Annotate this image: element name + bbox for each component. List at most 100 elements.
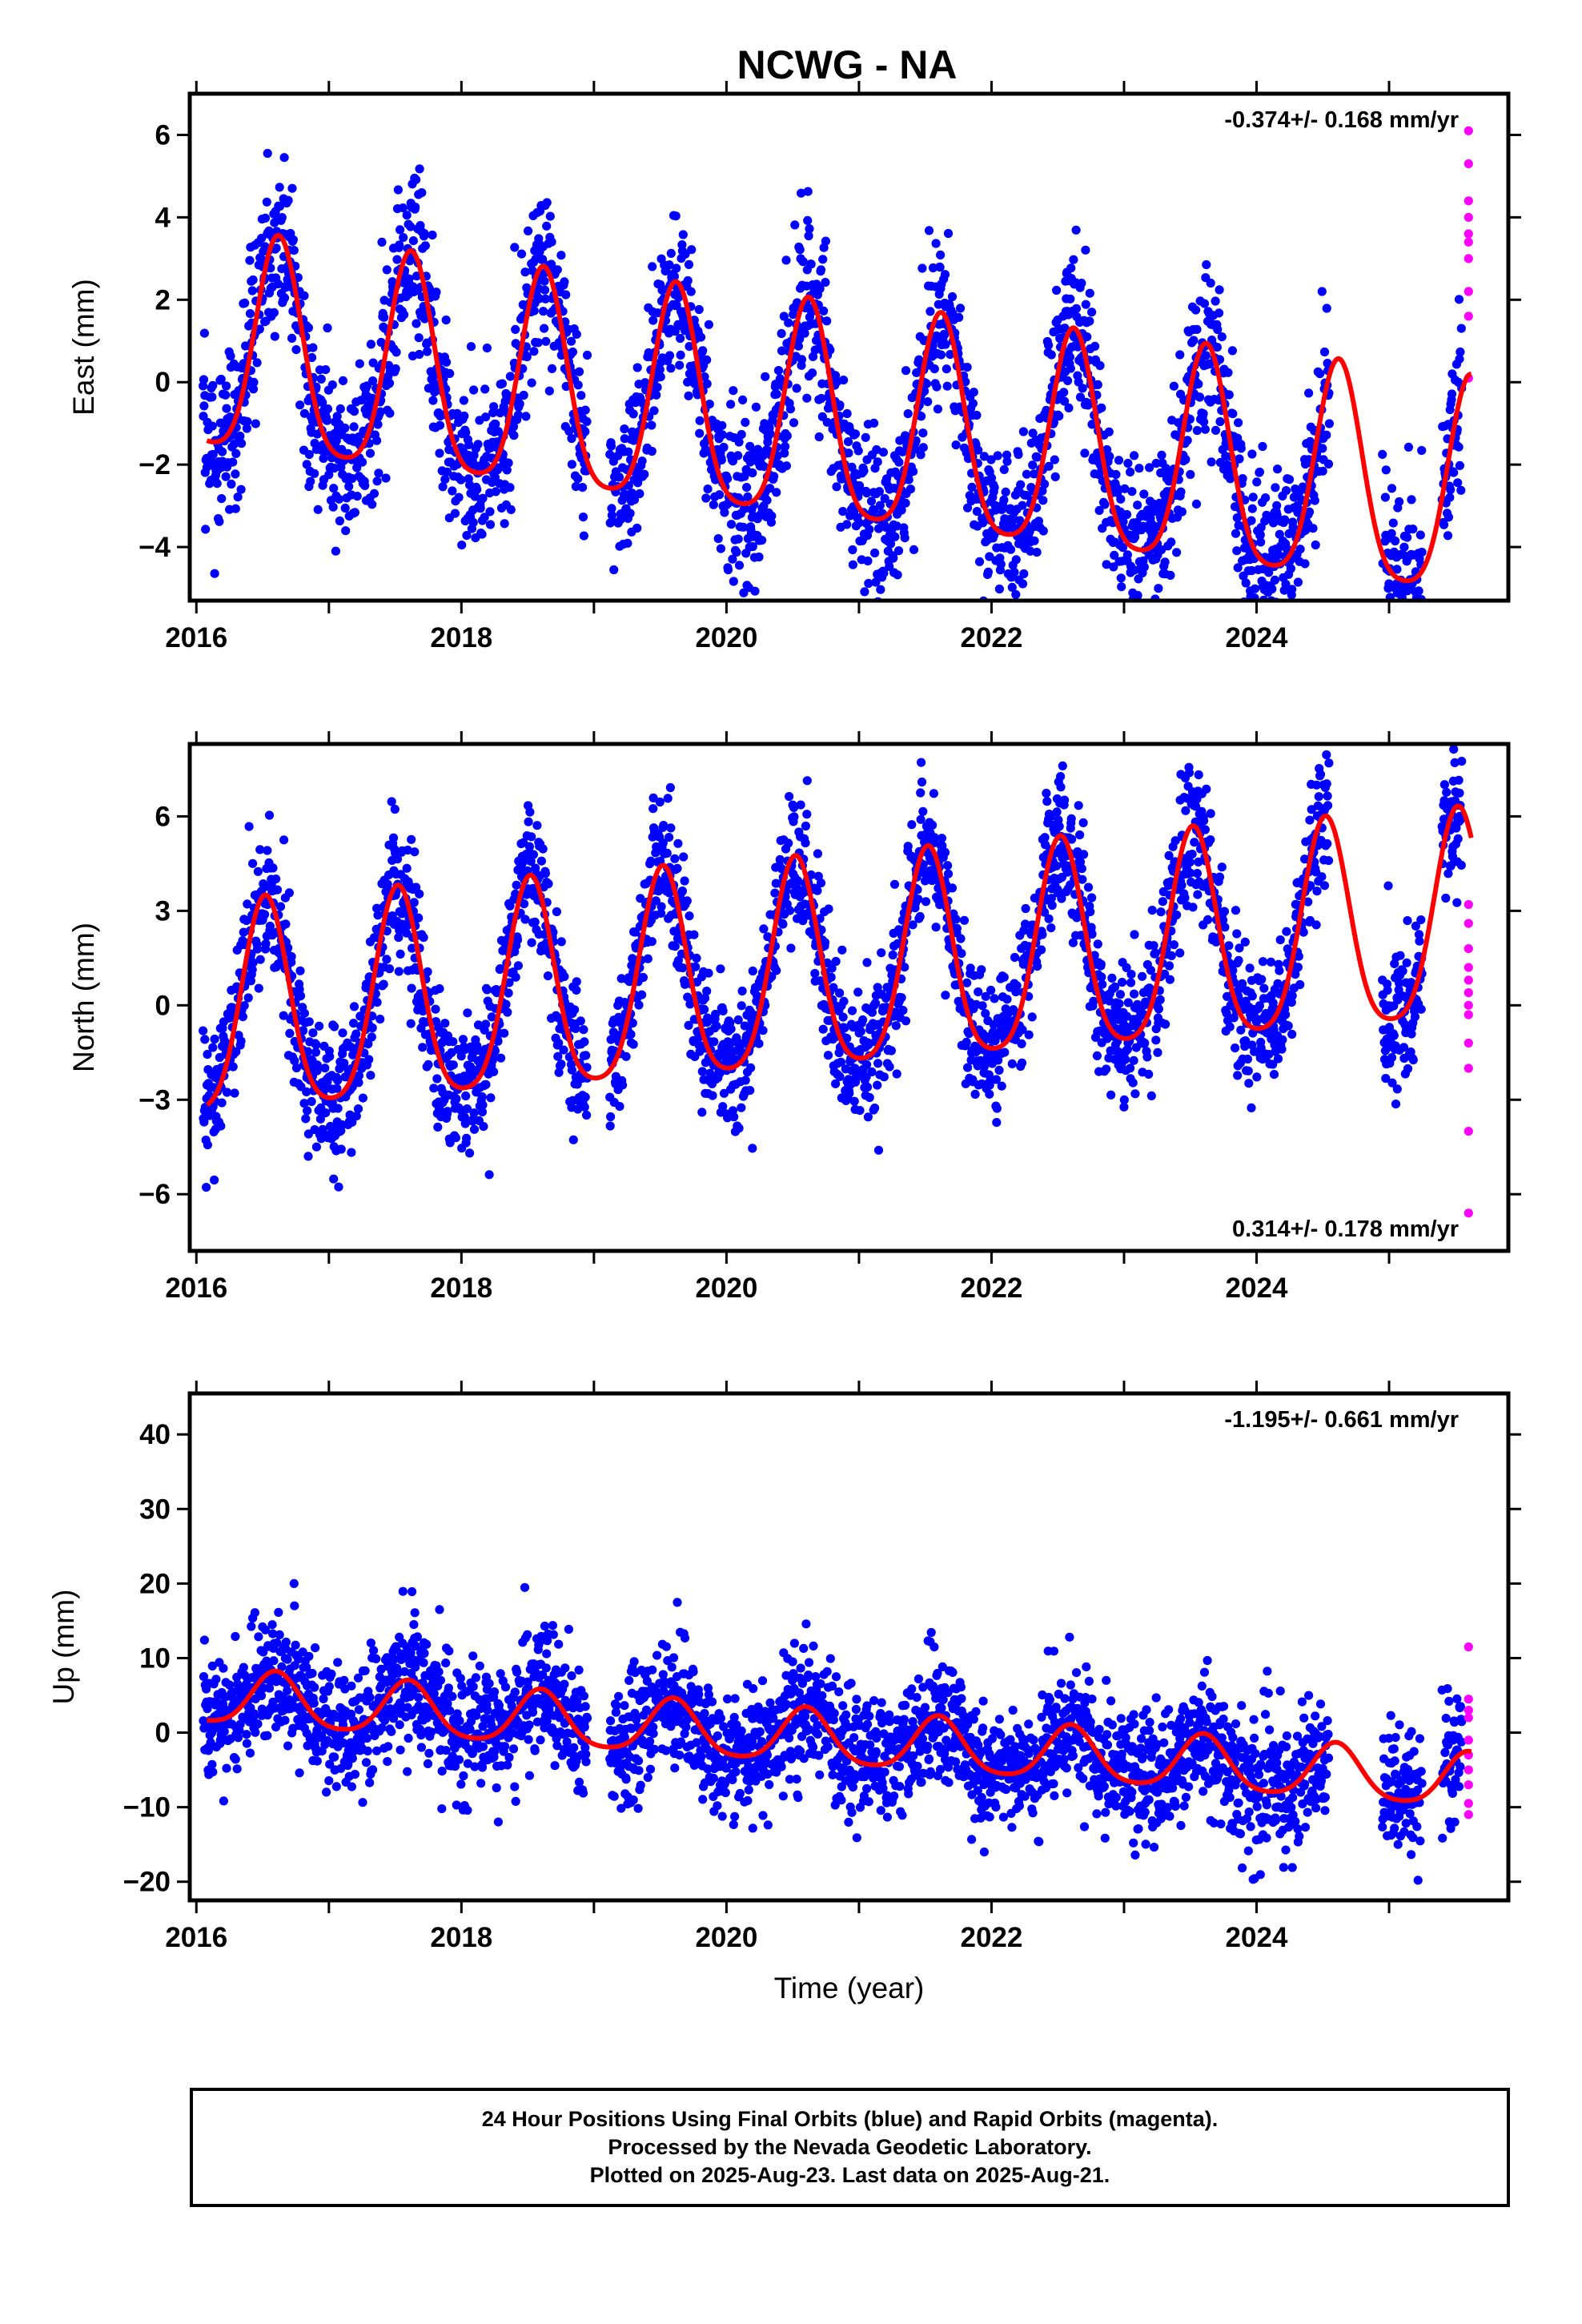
east-final-point <box>1413 614 1422 623</box>
north-final-point <box>419 933 428 943</box>
east-final-point <box>396 225 405 235</box>
east-final-point <box>784 318 793 328</box>
east-final-point <box>237 439 247 448</box>
east-final-point <box>229 439 239 449</box>
north-final-point <box>1106 1090 1116 1100</box>
east-final-point <box>417 188 427 198</box>
north-final-point <box>423 967 432 977</box>
east-final-point <box>1018 427 1028 436</box>
east-final-point <box>1261 493 1271 503</box>
east-final-point <box>623 538 632 549</box>
east-plot-frame <box>187 91 1511 603</box>
north-final-point <box>268 863 278 873</box>
east-final-point <box>1097 403 1106 412</box>
north-final-point <box>670 942 680 951</box>
north-final-point <box>271 875 281 884</box>
east-final-point <box>838 507 848 517</box>
north-final-point <box>867 1007 877 1017</box>
east-final-point <box>560 277 569 287</box>
east-final-point <box>748 468 757 478</box>
east-final-point <box>1199 408 1208 419</box>
east-final-point <box>582 416 592 427</box>
north-final-point <box>525 807 535 817</box>
east-final-point <box>1405 609 1414 618</box>
east-final-point <box>1256 537 1266 547</box>
east-final-point <box>529 306 539 316</box>
east-final-point <box>207 421 217 431</box>
east-final-point <box>1018 501 1027 510</box>
north-final-point <box>1100 1026 1110 1035</box>
east-final-point <box>566 336 576 346</box>
north-final-point <box>1087 893 1097 903</box>
north-final-point <box>888 950 897 960</box>
east-final-point <box>1186 469 1195 480</box>
east-final-point <box>249 377 259 387</box>
north-final-point <box>410 847 420 857</box>
east-final-point <box>248 275 258 285</box>
east-final-point <box>1133 590 1142 601</box>
east-final-point <box>726 400 736 409</box>
east-final-point <box>993 451 1002 460</box>
north-final-point <box>358 1093 367 1103</box>
east-final-point <box>720 508 729 517</box>
north-final-point <box>1047 900 1057 911</box>
north-final-point <box>540 869 551 879</box>
north-final-point <box>673 863 682 873</box>
north-final-point <box>1105 996 1114 1006</box>
north-final-point <box>477 1092 487 1102</box>
north-final-point <box>264 810 275 820</box>
east-final-point <box>1311 540 1320 550</box>
north-final-point <box>433 1122 443 1132</box>
east-final-point <box>652 383 662 392</box>
east-final-point <box>1388 518 1398 528</box>
east-final-point <box>1011 589 1021 600</box>
north-final-point <box>770 888 780 898</box>
east-final-point <box>1075 392 1086 402</box>
north-final-point <box>775 854 785 864</box>
north-final-point <box>734 1124 744 1133</box>
east-final-point <box>1322 304 1331 313</box>
north-final-point <box>526 856 536 866</box>
east-final-point <box>805 224 814 234</box>
north-final-point <box>285 1028 295 1038</box>
east-final-point <box>529 347 539 356</box>
east-final-point <box>745 441 755 451</box>
east-final-point <box>741 417 750 428</box>
east-final-point <box>497 379 508 388</box>
north-final-point <box>964 1029 974 1039</box>
north-final-point <box>816 976 825 986</box>
east-final-point <box>652 390 661 400</box>
north-final-point <box>865 1092 874 1103</box>
north-final-point <box>835 1072 845 1081</box>
north-final-point <box>990 994 999 1003</box>
east-final-point <box>681 249 690 259</box>
east-final-point <box>1238 474 1247 484</box>
east-final-point <box>323 323 332 333</box>
north-final-point <box>216 1121 226 1131</box>
north-final-point <box>554 1038 564 1048</box>
east-final-point <box>701 444 711 454</box>
north-final-point <box>959 915 970 925</box>
east-final-point <box>1383 643 1391 652</box>
east-final-point <box>1006 545 1016 554</box>
north-final-point <box>806 870 816 880</box>
north-final-point <box>838 1012 848 1022</box>
east-final-point <box>1217 332 1227 342</box>
east-final-point <box>1157 545 1166 555</box>
north-final-point <box>231 1047 241 1056</box>
north-final-point <box>928 820 938 830</box>
east-final-point <box>445 368 455 378</box>
east-final-point <box>647 446 656 456</box>
east-final-point <box>1273 464 1283 474</box>
east-final-point <box>524 226 533 235</box>
east-final-point <box>1082 332 1092 342</box>
east-final-point <box>573 474 583 484</box>
east-final-point <box>385 408 395 418</box>
east-final-point <box>629 495 640 505</box>
east-final-point <box>917 263 927 273</box>
east-final-point <box>816 265 826 275</box>
north-final-point <box>737 1001 746 1011</box>
east-final-point <box>1080 448 1090 458</box>
north-final-point <box>295 991 306 1001</box>
east-final-point <box>1407 495 1416 505</box>
